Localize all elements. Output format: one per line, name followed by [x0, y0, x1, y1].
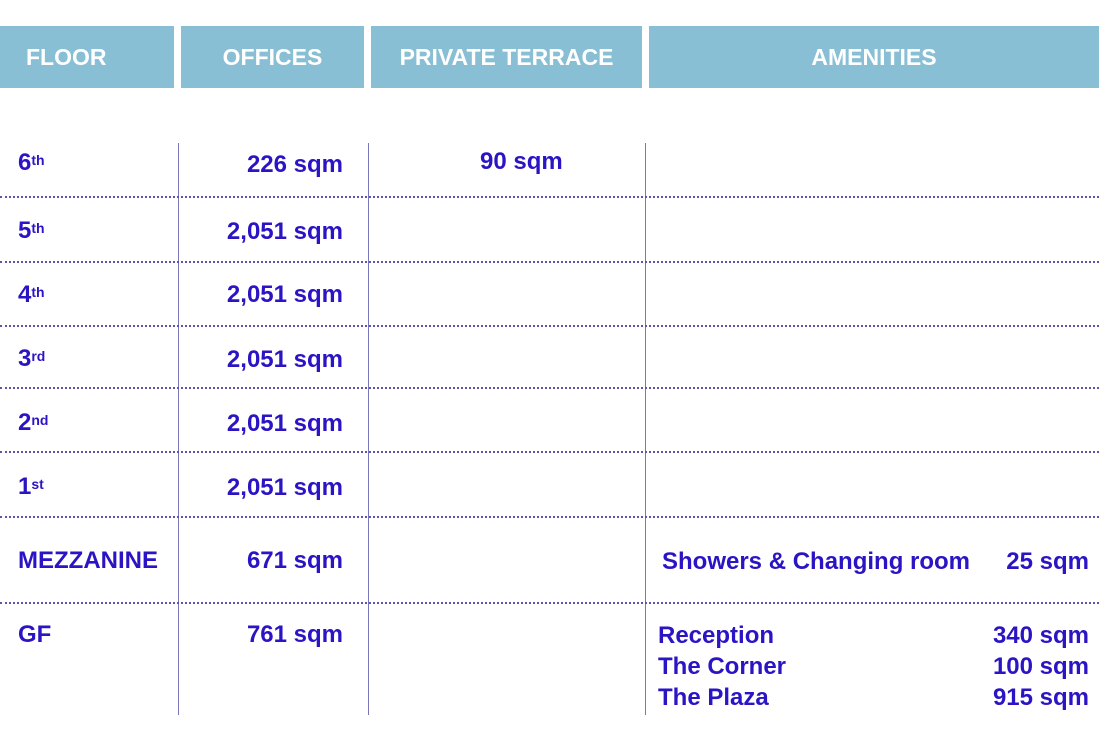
header-amenities: AMENITIES	[649, 26, 1099, 88]
terrace-area: 90 sqm	[480, 148, 563, 175]
header-terrace-label: PRIVATE TERRACE	[399, 43, 614, 70]
floor-label: 6th	[18, 149, 45, 176]
floor-label: 3rd	[18, 345, 46, 372]
offices-area: 226 sqm	[246, 151, 343, 178]
column-divider	[645, 143, 646, 715]
header-offices: OFFICES	[181, 26, 364, 88]
row-divider	[0, 602, 1099, 604]
amenity-name: Reception	[658, 622, 775, 649]
amenity-area: 25 sqm	[1006, 548, 1089, 575]
amenity-area: 915 sqm	[992, 684, 1089, 711]
floor-label: GF	[18, 621, 52, 648]
row-divider	[0, 261, 1099, 263]
row-divider	[0, 196, 1099, 198]
row-divider	[0, 387, 1099, 389]
row-divider	[0, 451, 1099, 453]
header-floor-label: FLOOR	[26, 43, 107, 70]
header-offices-label: OFFICES	[222, 43, 323, 70]
offices-area: 2,051 sqm	[226, 281, 343, 308]
offices-area: 671 sqm	[246, 547, 343, 574]
amenity-name: The Corner	[658, 653, 787, 680]
offices-area: 2,051 sqm	[226, 410, 343, 437]
amenity-area: 340 sqm	[992, 622, 1089, 649]
column-divider	[178, 143, 179, 715]
floor-label: 1st	[18, 473, 44, 500]
header-amenities-label: AMENITIES	[811, 43, 937, 70]
column-divider	[368, 143, 369, 715]
floor-label: 2nd	[18, 409, 49, 436]
floor-label: MEZZANINE	[18, 547, 158, 574]
row-divider	[0, 325, 1099, 327]
offices-area: 761 sqm	[246, 621, 343, 648]
offices-area: 2,051 sqm	[226, 474, 343, 501]
floor-label: 4th	[18, 281, 45, 308]
amenity-name: The Plaza	[658, 684, 769, 711]
header-terrace: PRIVATE TERRACE	[371, 26, 642, 88]
amenity-name: Showers & Changing room	[662, 548, 971, 575]
header-floor: FLOOR	[0, 26, 174, 88]
row-divider	[0, 516, 1099, 518]
offices-area: 2,051 sqm	[226, 218, 343, 245]
offices-area: 2,051 sqm	[226, 346, 343, 373]
floor-label: 5th	[18, 217, 45, 244]
amenity-area: 100 sqm	[992, 653, 1089, 680]
